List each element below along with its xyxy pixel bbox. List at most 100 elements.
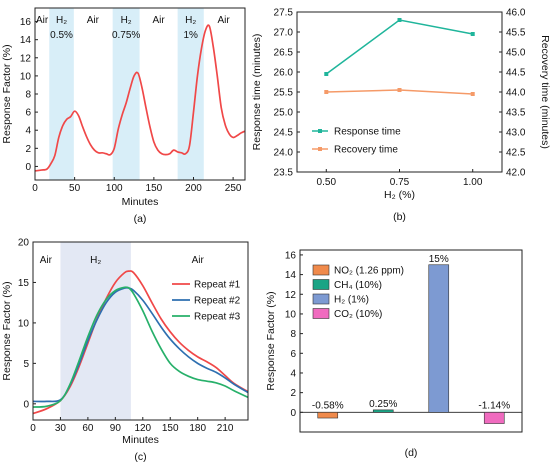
legend-label: Repeat #3 [194, 312, 241, 323]
bar-data-label: -1.14% [478, 400, 510, 411]
air-label: Air [153, 15, 166, 26]
legend-swatch-marker [318, 147, 322, 151]
x-tick-label: 120 [134, 423, 151, 434]
x-axis-title: Minutes [122, 196, 159, 208]
plot-frame [32, 241, 249, 421]
y-tick-label: 14 [20, 35, 32, 46]
x-tick-label: 0 [32, 183, 38, 194]
plot-frame [299, 249, 523, 433]
legend-label: Response time [334, 127, 401, 138]
x-tick-label: 90 [110, 423, 122, 434]
y-axis-title: Response Factor (%) [265, 291, 277, 390]
y-right-tick-label: 42.5 [506, 148, 526, 159]
x-tick-label: 250 [225, 183, 242, 194]
y-tick-label: 26.0 [274, 68, 294, 79]
y-tick-label: 20 [18, 238, 30, 249]
legend-swatch [312, 308, 330, 319]
y-right-tick-label: 46.0 [506, 8, 526, 19]
series-line [32, 286, 249, 403]
series-line [32, 270, 249, 415]
y-right-tick-label: 45.0 [506, 48, 526, 59]
x-axis-title: Minutes [122, 434, 159, 446]
h2-exposure-band [112, 8, 140, 180]
y-right-axis-title: Recovery time (minutes) [539, 35, 550, 149]
y-tick-label: 0 [23, 399, 29, 410]
bar [483, 412, 505, 424]
caption: (d) [405, 447, 418, 459]
x-tick-label: 60 [82, 423, 94, 434]
bar-data-label: 15% [429, 254, 449, 265]
legend-label: CO₂ (10%) [334, 309, 382, 320]
x-tick-label: 180 [189, 423, 206, 434]
legend-swatch [312, 279, 330, 290]
band-label: H₂ [56, 15, 67, 26]
x-axis-title: H₂ (%) [384, 189, 415, 201]
bar-data-label: -0.58% [312, 400, 344, 411]
x-tick-label: 150 [162, 423, 179, 434]
legend-label: CH₄ (10%) [334, 280, 382, 291]
y-tick-label: 8 [290, 329, 296, 340]
y-right-tick-label: 43.0 [506, 128, 526, 139]
y-axis-title: Response Factor (%) [1, 281, 13, 380]
x-tick-label: 0.75 [390, 177, 410, 188]
y-tick-label: 25.5 [274, 88, 294, 99]
y-right-tick-label: 43.5 [506, 108, 526, 119]
x-tick-label: 0.50 [317, 177, 337, 188]
y-tick-label: 26.5 [274, 48, 294, 59]
y-tick-label: 10 [18, 318, 30, 329]
caption: (c) [134, 451, 146, 463]
y-tick-label: 23.5 [274, 168, 294, 179]
y-tick-label: 27.5 [274, 8, 294, 19]
y-tick-label: 8 [25, 90, 31, 101]
y-right-tick-label: 45.5 [506, 28, 526, 39]
air-label: Air [40, 255, 53, 266]
y-tick-label: 0 [290, 408, 296, 419]
band-label: H₂ [90, 255, 101, 266]
bar-data-label: 0.25% [369, 399, 397, 410]
series-marker [397, 88, 402, 92]
y-tick-label: 27.0 [274, 28, 294, 39]
series-line [325, 19, 473, 75]
legend-label: Repeat #2 [194, 296, 241, 307]
series-marker [324, 90, 329, 94]
panel-d: -0.58% 0.25% 15% -1.14% 0 2 4 6 8 10 12 14 16 NO₂ (1.… [265, 249, 523, 459]
y-axis-title: Response Factor (%) [1, 44, 13, 143]
y-tick-label: 0 [25, 162, 31, 173]
y-tick-label: 25.0 [274, 108, 294, 119]
y-tick-label: 12 [20, 53, 32, 64]
air-label: Air [217, 15, 230, 26]
legend-label: H₂ (1%) [334, 295, 369, 306]
y-tick-label: 10 [20, 71, 32, 82]
band-concentration: 1% [183, 30, 198, 41]
x-tick-label: 150 [146, 183, 163, 194]
y-tick-label: 24.5 [274, 128, 294, 139]
y-tick-label: 16 [20, 17, 32, 28]
series-marker [470, 32, 475, 36]
x-tick-label: 1.00 [463, 177, 483, 188]
legend-swatch [312, 264, 330, 276]
legend-swatch [312, 293, 330, 305]
y-axis-title: Response time (minutes) [251, 34, 263, 151]
band-concentration: 0.75% [112, 30, 140, 41]
series-marker [324, 72, 329, 76]
y-tick-label: 6 [25, 108, 31, 119]
y-tick-label: 16 [285, 250, 297, 261]
x-tick-label: 0 [30, 423, 36, 434]
bar [317, 412, 339, 419]
h2-exposure-band [177, 8, 204, 180]
y-tick-label: 5 [23, 359, 29, 370]
band-label: H₂ [121, 15, 132, 26]
bar [372, 409, 394, 413]
bar [428, 264, 450, 413]
y-right-tick-label: 44.0 [506, 88, 526, 99]
band-concentration: 0.5% [50, 30, 73, 41]
legend-swatch-marker [318, 129, 322, 133]
y-tick-label: 4 [25, 126, 31, 137]
series-line [32, 286, 249, 408]
h2-exposure-band [49, 8, 74, 180]
y-tick-label: 12 [285, 290, 297, 301]
y-tick-label: 14 [285, 270, 297, 281]
x-tick-label: 210 [217, 423, 234, 434]
